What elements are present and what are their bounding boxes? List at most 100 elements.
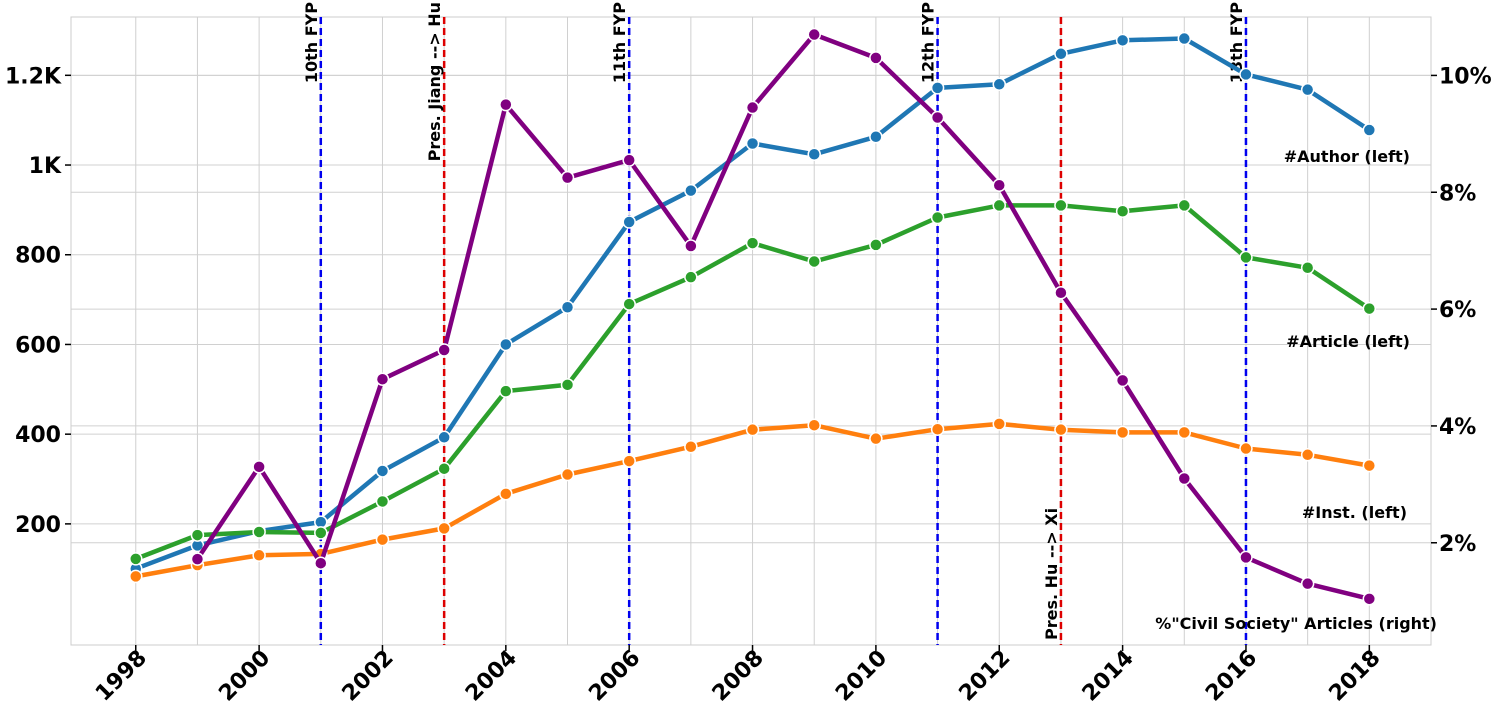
y-right-tick-label: 6% [1439,298,1476,323]
series-point [190,528,205,542]
series-point [992,178,1007,192]
series-point [499,337,513,352]
series-point [314,526,328,540]
series-point [1239,250,1253,265]
series-label: %"Civil Society" Articles (right) [1155,614,1437,633]
series-point [560,300,575,314]
series-point [1300,576,1315,591]
series-point [1300,448,1315,462]
y-left-tick-label: 600 [15,333,61,358]
x-tick-label: 2010 [831,646,892,707]
x-tick-label: 2000 [214,646,275,707]
y-left-tick-label: 400 [15,423,61,448]
series-point [375,532,390,547]
y-right-tick-label: 2% [1439,532,1476,557]
series-point [807,27,821,42]
x-tick-label: 2016 [1201,646,1262,707]
event-label: Pres. Jiang --> Hu [425,2,444,161]
series-point [622,215,636,229]
series-point [745,422,760,437]
series-point [499,384,513,398]
series-point [684,239,698,253]
series-point [1239,67,1253,82]
series-point [1177,471,1192,486]
series-point [1362,123,1377,137]
series-point [129,569,143,584]
series-point [992,77,1007,92]
series-point [684,270,698,284]
event-label: 10th FYP [302,2,321,83]
series-point [314,556,328,570]
series-point [499,487,513,501]
x-tick-label: 2004 [461,646,522,707]
series-point [869,238,883,252]
series-point [1177,425,1192,440]
series-point [1177,31,1192,46]
series-point [807,254,821,269]
series-point [807,147,821,162]
event-label: Pres. Hu --> Xi [1042,508,1061,640]
series-point [1300,261,1315,275]
series-point [807,418,821,432]
event-label: 13th FYP [1227,2,1246,83]
series-labels: #Author (left) #Article (left) #Inst. (lef… [1155,147,1437,633]
series-point [684,439,698,454]
series-point [622,454,636,468]
y-left-tick-label: 1K [29,154,62,179]
series-point [252,548,266,563]
x-tick-label: 2008 [708,646,769,707]
series-point [1115,33,1130,48]
y-left-tick-label: 1.2K [5,64,62,89]
x-tick-label: 1998 [91,646,152,707]
x-tick-label: 2006 [584,646,645,707]
series-point [375,372,390,386]
series-point [1115,373,1130,388]
series-point [1362,592,1377,606]
series-label: #Inst. (left) [1302,503,1407,522]
series-point [252,525,266,539]
series-point [869,51,883,65]
y-left-tick-label: 800 [15,244,61,269]
event-label: 11th FYP [610,2,629,83]
series-point [992,417,1007,431]
x-tick-label: 2002 [338,646,399,707]
series-point [1362,458,1377,473]
series-point [375,464,390,478]
series-point [1054,47,1068,61]
series-point [1115,204,1130,218]
series-point [930,81,945,95]
series-point [1054,422,1068,437]
series-point [869,130,883,144]
series-point [190,552,205,566]
series-point [437,430,451,445]
series-point [1054,285,1068,300]
series-point [622,153,636,167]
series-point [437,343,451,357]
series-point [437,461,451,476]
series-label: #Article (left) [1286,332,1410,351]
series-point [499,97,513,112]
y-right-tick-label: 4% [1439,415,1476,440]
series-point [437,521,451,536]
series-point [129,552,143,566]
series-point [745,236,760,250]
series-line [195,32,1372,602]
y-right-tick-label: 8% [1439,181,1476,206]
y-left-tick-label: 200 [15,513,61,538]
plot-area [70,16,1432,646]
series-point [560,378,575,392]
series-point [684,183,698,198]
series-point [992,198,1007,213]
y-right-tick-label: 10% [1439,64,1492,89]
series-point [930,422,945,436]
x-tick-label: 2018 [1325,646,1386,707]
series-point [930,210,945,225]
series-point [745,100,760,115]
x-tick-label: 2012 [955,646,1016,707]
series-point [1239,441,1253,456]
series-point [1300,82,1315,97]
series-point [745,136,760,151]
series-point [930,110,945,125]
series-point [1362,301,1377,316]
